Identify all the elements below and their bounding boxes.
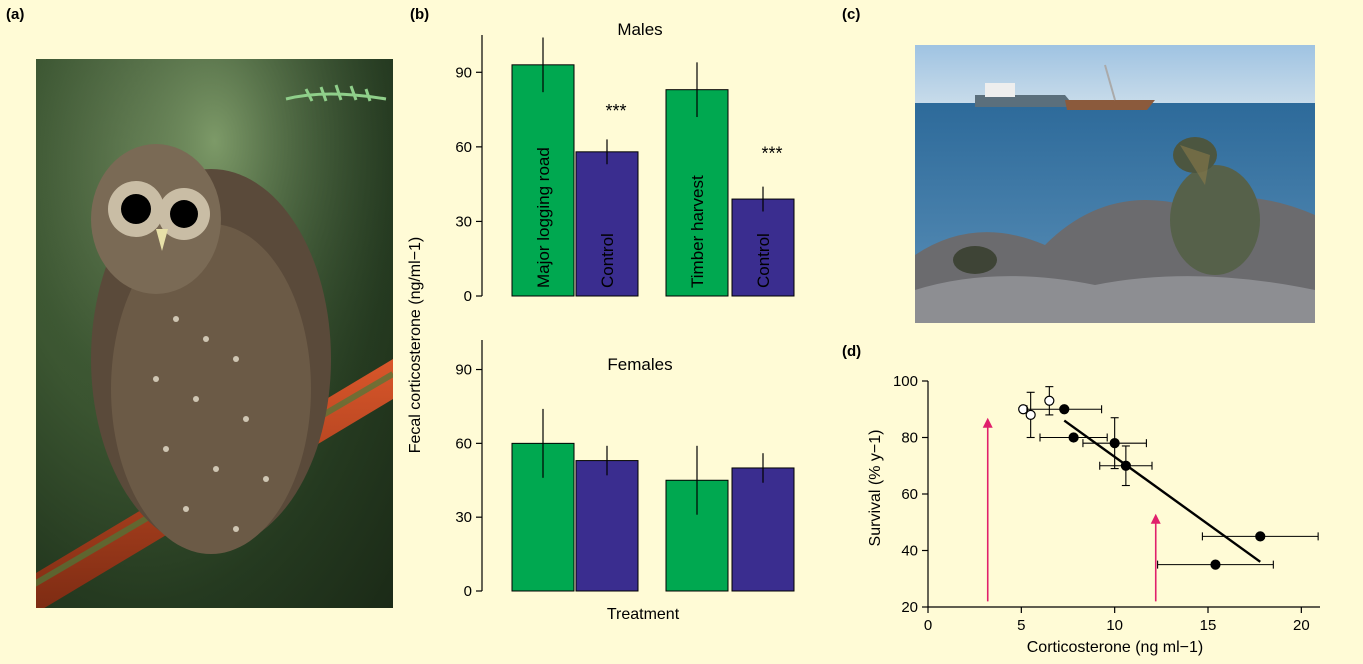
significance-stars-1: *** [605, 101, 626, 121]
arrow-head-1 [1150, 513, 1161, 524]
panel-label-c: (c) [842, 6, 861, 23]
scatter-arrows [982, 417, 1161, 602]
bar-label-3: Control [754, 233, 773, 288]
filled-point-3 [1120, 460, 1131, 471]
y-tick-label: 30 [455, 509, 472, 526]
scatter-y-tick-label: 40 [901, 543, 918, 560]
panel-label-b: (b) [410, 6, 430, 23]
filled-point-1 [1068, 432, 1079, 443]
scatter-axes: 20 40 60 80 100 0 5 10 15 20 [893, 373, 1320, 634]
panel-label-a: (a) [6, 6, 25, 23]
scatter-x-tick-label: 10 [1106, 617, 1123, 634]
females-x-axis-label: Treatment [607, 606, 680, 623]
scatter-y-tick-label: 60 [901, 486, 918, 503]
significance-stars-2: *** [761, 143, 782, 163]
scatter-x-tick-label: 5 [1017, 617, 1025, 634]
marine-iguana-photo [915, 45, 1315, 323]
filled-point-5 [1210, 559, 1221, 570]
females-chart-title: Females [607, 355, 672, 374]
bar-3 [731, 467, 795, 592]
males-bar-chart: Males 0 30 60 90 Major logging road Control T… [455, 20, 795, 305]
scatter-x-tick-label: 0 [924, 617, 932, 634]
y-tick-label: 60 [455, 435, 472, 452]
scatter-y-tick-label: 100 [893, 373, 918, 390]
y-tick-label: 90 [455, 362, 472, 379]
bar-3 [731, 198, 795, 297]
bar-2 [665, 89, 729, 297]
panel-label-d: (d) [842, 343, 862, 360]
males-y-axis: 0 30 60 90 [455, 35, 483, 305]
bar-1 [575, 151, 639, 297]
males-bars: Major logging road Control Timber harvest C… [511, 37, 795, 297]
bar-label-1: Control [598, 233, 617, 288]
scatter-fit-line [1063, 419, 1261, 563]
scatter-y-tick-label: 20 [901, 599, 918, 616]
filled-point-0 [1059, 404, 1070, 415]
b-shared-ylabel: Fecal corticosterone (ng/ml−1) [407, 237, 424, 454]
y-tick-label: 0 [464, 583, 472, 600]
scatter-y-axis-label: Survival (% y−1) [867, 430, 884, 547]
scatter-x-tick-label: 15 [1200, 617, 1217, 634]
y-tick-label: 90 [455, 64, 472, 81]
scatter-x-tick-label: 20 [1293, 617, 1310, 634]
owl-illustration [36, 59, 393, 608]
y-tick-label: 0 [464, 288, 472, 305]
open-point-1 [1025, 409, 1036, 421]
scatter-points [1018, 386, 1319, 570]
bar-label-2: Timber harvest [688, 175, 707, 288]
scatter-x-axis-label: Corticosterone (ng ml−1) [1027, 639, 1204, 656]
scatter-y-tick-label: 80 [901, 430, 918, 447]
spotted-owl-photo [36, 59, 393, 608]
iguana-illustration [915, 45, 1315, 323]
y-tick-label: 60 [455, 139, 472, 156]
females-bar-chart: Females 0 30 60 90 Treatment [455, 340, 795, 623]
females-bars [511, 408, 795, 592]
bar-1 [575, 460, 639, 592]
fecal-corticosterone-ylabel: Fecal corticosterone (ng/ml−1) [407, 237, 424, 454]
males-chart-title: Males [617, 20, 662, 39]
arrow-head-0 [982, 417, 993, 428]
y-tick-label: 30 [455, 213, 472, 230]
open-point-2 [1044, 395, 1055, 406]
females-y-axis: 0 30 60 90 [455, 340, 483, 600]
filled-point-4 [1255, 531, 1266, 542]
survival-scatter-chart: 20 40 60 80 100 0 5 10 15 20 Corticosterone (ng m… [867, 373, 1320, 656]
regression-line [1063, 419, 1261, 563]
filled-point-2 [1109, 438, 1120, 449]
bar-label-0: Major logging road [534, 147, 553, 288]
